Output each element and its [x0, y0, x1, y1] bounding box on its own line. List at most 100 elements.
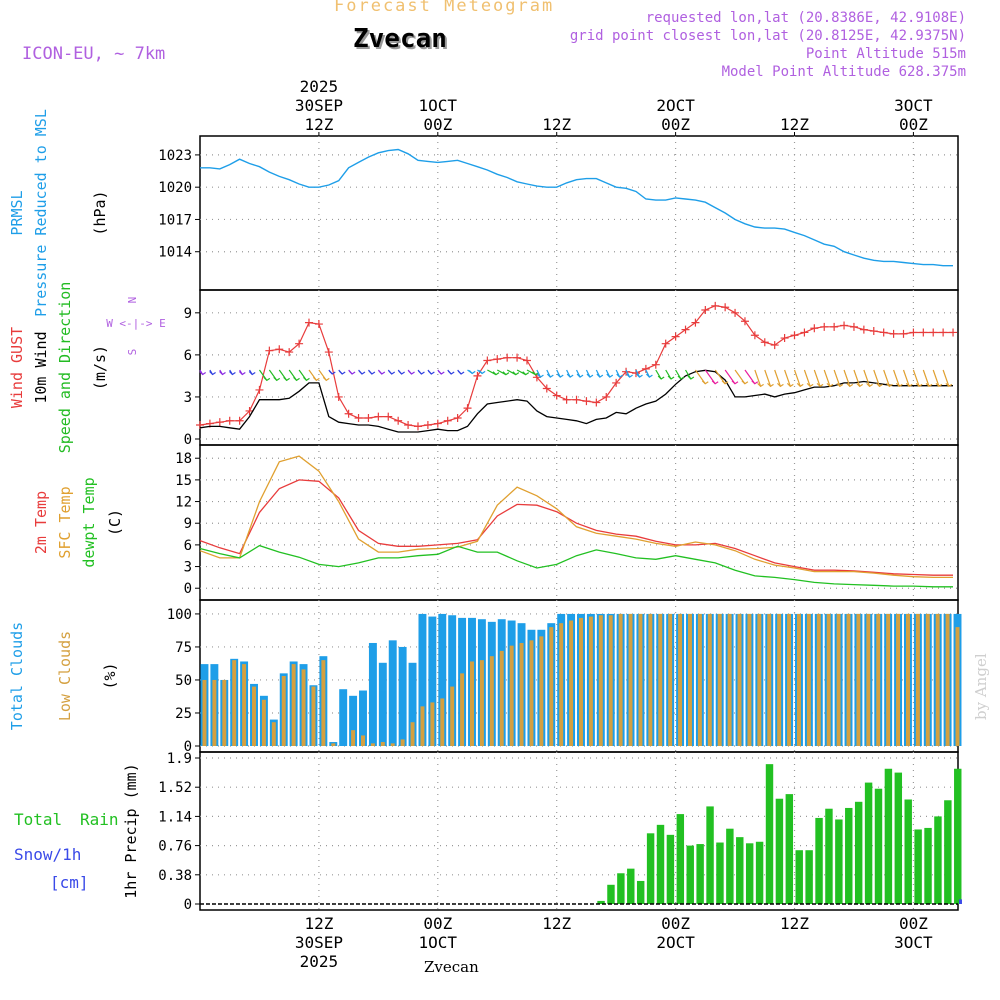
bottom-time-label: 2OCT	[656, 933, 695, 952]
gust-marker	[879, 328, 888, 337]
gust-marker	[721, 303, 730, 312]
precip-label-rain: Rain	[80, 810, 119, 829]
wind-direction-arrowhead	[895, 382, 903, 388]
wind-direction-arrow	[784, 369, 791, 387]
wind-direction-arrowhead	[522, 371, 530, 376]
wind-direction-arrowhead	[388, 370, 396, 375]
wind-direction-arrowhead	[199, 371, 207, 376]
low-clouds-bar	[559, 623, 564, 746]
y-tick-label: 6	[184, 538, 192, 554]
top-time-label: 2025	[300, 77, 339, 96]
low-clouds-bar	[806, 613, 811, 746]
wind-direction-arrowhead	[273, 376, 281, 382]
low-clouds-bar	[856, 613, 861, 746]
bottom-time-label: 12Z	[304, 914, 333, 933]
y-tick-label: 9	[184, 306, 192, 322]
panel-frame	[199, 444, 959, 601]
snow-bar	[959, 899, 962, 904]
wind-direction-arrowhead	[657, 375, 665, 380]
rain-bar	[706, 806, 714, 904]
low-clouds-bar	[479, 660, 484, 746]
rain-bar	[745, 843, 754, 904]
gust-marker	[711, 301, 720, 310]
y-tick-label: 50	[175, 673, 192, 689]
wind-direction-arrowhead	[866, 382, 873, 388]
gust-marker	[889, 329, 898, 338]
wind-direction-arrowhead	[418, 370, 425, 375]
low-clouds-bar	[846, 613, 851, 746]
wind-direction-arrow	[764, 369, 772, 387]
low-clouds-bar	[440, 698, 445, 746]
low-clouds-bar	[658, 613, 663, 746]
low-clouds-bar	[351, 730, 356, 746]
wind-direction-arrowhead	[645, 373, 653, 378]
gust-marker	[731, 308, 740, 317]
location-title: Zvecan	[353, 24, 447, 54]
wind-direction-arrow	[803, 369, 811, 387]
low-clouds-bar	[450, 686, 455, 746]
low-clouds-bar	[628, 613, 633, 746]
wind-direction-arrowhead	[576, 373, 584, 378]
rain-bar	[845, 807, 853, 904]
gust-marker	[423, 420, 432, 429]
low-clouds-bar	[380, 742, 385, 746]
wind-direction-arrowhead	[478, 369, 486, 375]
wind-direction-arrowhead	[687, 375, 695, 380]
gust-marker	[820, 322, 829, 331]
wind-direction-arrowhead	[786, 382, 794, 388]
total-clouds-bar	[428, 616, 437, 746]
gust-marker	[235, 416, 244, 425]
total-clouds-bar	[418, 613, 427, 746]
footer-location: Zvecan	[424, 958, 479, 976]
wind-direction-arrowhead	[457, 370, 465, 375]
gust-marker	[344, 409, 353, 418]
panel-label-wind: Speed and Direction	[56, 282, 74, 454]
gust-marker	[275, 345, 284, 354]
rain-bar	[914, 829, 922, 904]
gust-marker	[691, 318, 700, 327]
wind-direction-arrow	[843, 369, 851, 387]
low-clouds-bar	[836, 613, 841, 746]
wind-direction-arrowhead	[303, 376, 310, 382]
gust-marker	[909, 328, 918, 337]
low-clouds-bar	[796, 613, 801, 746]
wind-direction-arrow	[833, 369, 841, 387]
wind-direction-arrowhead	[856, 382, 864, 388]
y-tick-label: 18	[175, 451, 192, 467]
gust-marker	[671, 332, 680, 341]
low-clouds-bar	[291, 664, 296, 746]
low-clouds-bar	[222, 679, 227, 746]
wind-direction-arrow	[893, 369, 900, 387]
bottom-time-label: 30SEP	[295, 933, 343, 952]
bottom-time-label: 12Z	[542, 914, 571, 933]
low-clouds-bar	[598, 615, 603, 746]
rain-bar	[854, 801, 863, 904]
low-clouds-bar	[925, 613, 930, 746]
low-clouds-bar	[678, 613, 683, 746]
y-tick-label: 0	[184, 897, 192, 913]
y-tick-label: 100	[167, 607, 192, 623]
rain-bar	[696, 844, 704, 904]
low-clouds-bar	[549, 627, 554, 746]
dewpt-line	[199, 544, 953, 588]
rain-bar	[954, 768, 962, 904]
low-clouds-bar	[400, 739, 405, 746]
wind-direction-arrow	[774, 369, 781, 387]
y-tick-label: 1.52	[158, 780, 192, 796]
gust-marker	[304, 318, 313, 327]
rain-bar	[666, 834, 675, 904]
panel-frame	[199, 135, 959, 291]
rain-bar	[736, 837, 744, 904]
rain-bar	[597, 900, 605, 904]
panel-label-temperature: 2m Temp	[32, 491, 50, 554]
bottom-time-label: 1OCT	[419, 933, 458, 952]
wind-direction-arrowhead	[492, 371, 500, 376]
total-clouds-bar	[438, 613, 447, 746]
gust-marker	[463, 404, 472, 413]
rain-bar	[815, 817, 823, 904]
low-clouds-bar	[945, 613, 950, 746]
low-clouds-bar	[420, 706, 425, 746]
y-tick-label: 0	[184, 432, 192, 448]
wind-direction-arrowhead	[731, 380, 739, 385]
